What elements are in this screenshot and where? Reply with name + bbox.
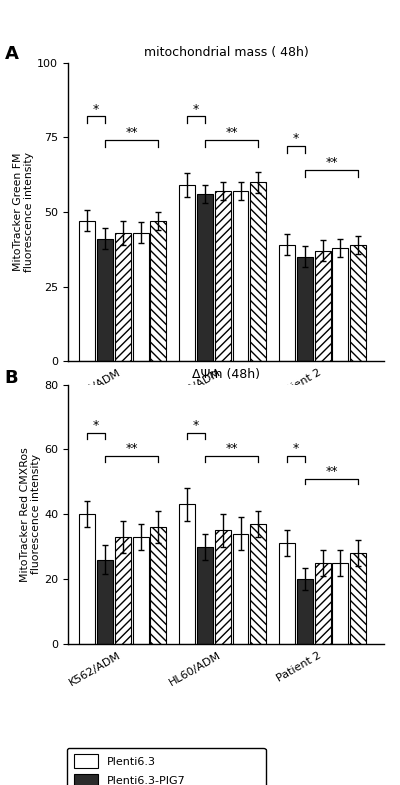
Bar (97, 239, 113, 361)
Bar (297, 579, 313, 644)
Bar (115, 233, 131, 361)
Y-axis label: MitoTracker Red CMXRos
fluorescence intensity: MitoTracker Red CMXRos fluorescence inte… (20, 447, 41, 582)
Bar (215, 531, 231, 644)
Bar (350, 553, 366, 644)
Text: *: * (293, 442, 299, 455)
Text: **: ** (325, 156, 338, 170)
Bar (179, 505, 195, 644)
Bar (297, 257, 313, 361)
Bar (79, 514, 95, 644)
Legend: Plenti6.3, Plenti6.3-PIG7, Plenti6.3-PIG7+CA-074Me, Plenti6.3-PIG7+pepstatin A, : Plenti6.3, Plenti6.3-PIG7, Plenti6.3-PIG… (67, 747, 266, 785)
Bar (350, 245, 366, 361)
Text: **: ** (126, 126, 138, 140)
Bar (232, 191, 248, 361)
Bar (279, 245, 295, 361)
Bar (150, 221, 166, 361)
Text: **: ** (126, 442, 138, 455)
Bar (279, 543, 295, 644)
Bar (132, 233, 148, 361)
Bar (250, 524, 266, 644)
Title: mitochondrial mass ( 48h): mitochondrial mass ( 48h) (144, 46, 308, 59)
Bar (97, 560, 113, 644)
Bar (197, 194, 213, 361)
Bar (79, 221, 95, 361)
Bar (315, 250, 331, 361)
Text: *: * (293, 133, 299, 145)
Bar (115, 537, 131, 644)
Bar (197, 546, 213, 644)
Text: **: ** (325, 465, 338, 477)
Text: *: * (193, 103, 199, 115)
Bar (315, 563, 331, 644)
Text: A: A (5, 45, 19, 63)
Bar (132, 537, 148, 644)
Text: B: B (5, 369, 18, 387)
Text: *: * (193, 419, 199, 433)
Bar (215, 191, 231, 361)
Title: ΔΨm (48h): ΔΨm (48h) (192, 367, 260, 381)
Text: *: * (93, 103, 99, 115)
Text: *: * (93, 419, 99, 433)
Text: **: ** (225, 126, 238, 140)
Bar (250, 182, 266, 361)
Bar (332, 248, 348, 361)
Bar (150, 528, 166, 644)
Bar (332, 563, 348, 644)
Text: **: ** (225, 442, 238, 455)
Bar (232, 534, 248, 644)
Bar (179, 185, 195, 361)
Y-axis label: MitoTracker Green FM
fluorescence intensity: MitoTracker Green FM fluorescence intens… (13, 152, 34, 272)
